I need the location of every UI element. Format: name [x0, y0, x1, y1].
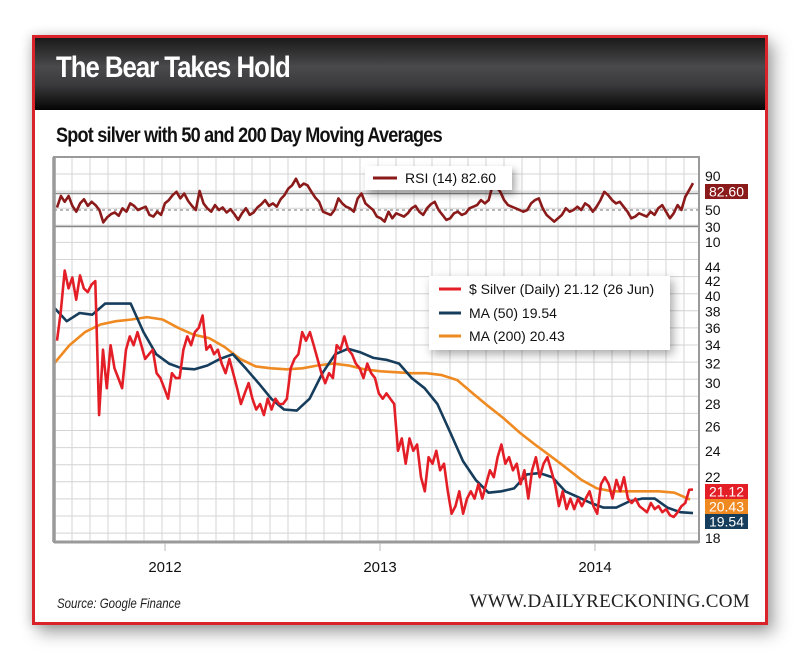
header-banner: The Bear Takes Hold: [35, 38, 765, 110]
chart-subtitle: Spot silver with 50 and 200 Day Moving A…: [56, 124, 443, 147]
price-legend-box: [429, 276, 670, 350]
legend-label-ma200: MA (200) 20.43: [469, 328, 565, 344]
rsi-y-tick-label: 90: [705, 168, 721, 184]
x-axis-ticks: 2012 2013 2014: [148, 543, 612, 576]
ma50-line: [53, 302, 694, 515]
source-note: Source: Google Finance: [57, 595, 181, 611]
price-y-tick-label: 44: [705, 259, 721, 275]
series-lines: [53, 177, 695, 519]
price-last-value-badge-bg: [705, 514, 748, 529]
price-y-tick-label: 22: [705, 469, 721, 485]
site-url: WWW.DAILYRECKONING.COM: [469, 591, 750, 612]
price-y-tick-label: 26: [705, 419, 721, 435]
price-y-tick-label: 40: [705, 288, 721, 304]
x-tick-label: 2014: [578, 559, 611, 576]
price-y-tick-label: 34: [705, 337, 721, 353]
price-last-value-badge: 20.43: [709, 499, 744, 515]
price-y-tick-label: 36: [705, 320, 721, 336]
rsi-y-tick-label: 30: [705, 219, 721, 235]
rsi-y-tick-label: 50: [705, 202, 721, 218]
rsi-legend-label: RSI (14) 82.60: [405, 170, 496, 186]
price-y-tick-label: 42: [705, 273, 721, 289]
price-y-tick-label: 24: [705, 443, 721, 459]
ma200-line: [53, 315, 691, 501]
price-last-value-badge: 19.54: [709, 514, 744, 530]
rsi-last-value-badge-bg: [705, 184, 748, 199]
rsi-y-tick-label: 10: [705, 234, 721, 250]
price-y-tick-label: 32: [705, 356, 721, 372]
plot-frame: [52, 156, 700, 544]
rsi-line: [55, 177, 695, 224]
price-y-tick-label: 30: [705, 375, 721, 391]
rsi-reference-lines: [54, 192, 699, 228]
price-legend: $ Silver (Daily) 21.12 (26 Jun) MA (50) …: [429, 276, 670, 350]
page-title: The Bear Takes Hold: [56, 51, 291, 84]
price-y-tick-label: 38: [705, 303, 721, 319]
price-last-value-badge: 21.12: [709, 484, 744, 500]
price-last-value-badge-bg: [705, 499, 748, 514]
price-y-tick-label: 18: [705, 530, 721, 546]
price-last-value-badge-bg: [705, 484, 748, 499]
legend-label-silver: $ Silver (Daily) 21.12 (26 Jun): [469, 281, 654, 297]
rsi-legend: RSI (14) 82.60: [365, 166, 512, 190]
rsi-last-value-badge: 82.60: [709, 184, 744, 200]
legend-label-ma50: MA (50) 19.54: [469, 305, 557, 321]
x-tick-label: 2012: [148, 559, 181, 576]
silver-line: [55, 269, 694, 519]
x-tick-label: 2013: [363, 559, 396, 576]
price-y-tick-label: 28: [705, 396, 721, 412]
